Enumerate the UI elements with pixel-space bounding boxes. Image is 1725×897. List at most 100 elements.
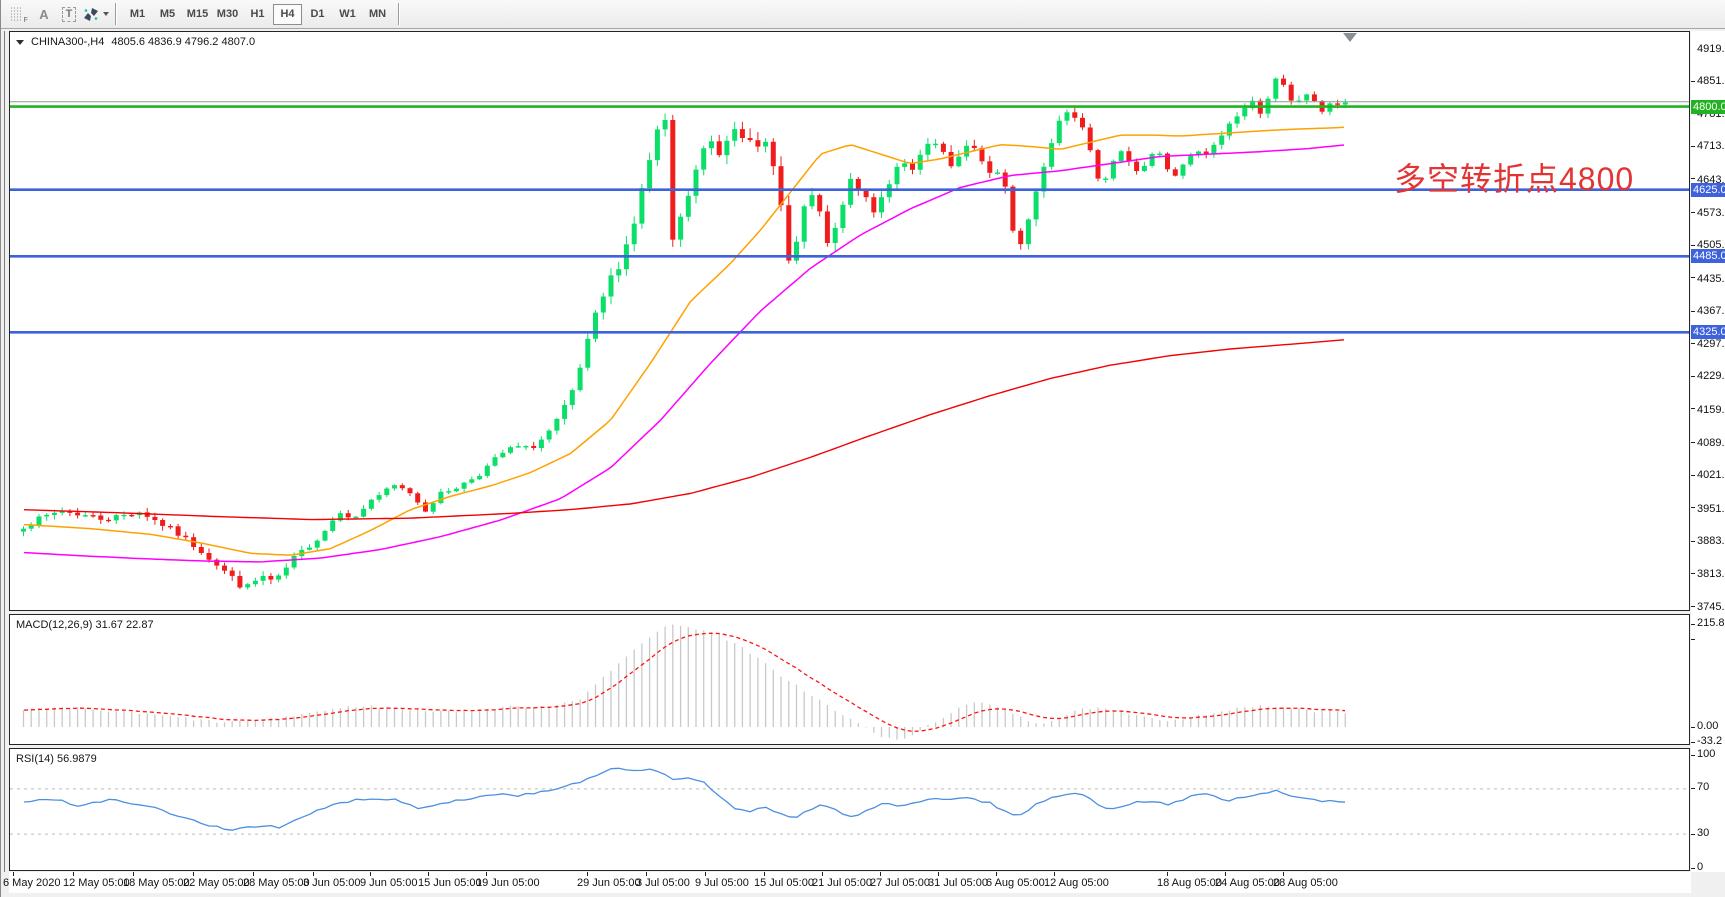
price-level-badge: 4325.0 (1691, 325, 1725, 340)
date-tick-label: 22 May 05:00 (183, 877, 250, 889)
price-axis[interactable]: 4919.04851.04781.04713.04643.04573.04505… (1691, 31, 1725, 873)
price-tick-mark (1691, 211, 1695, 213)
text-label-tool-button[interactable]: A (32, 3, 56, 26)
rsi-axis-label: 70 (1697, 781, 1710, 794)
date-tick-mark (486, 872, 487, 876)
date-tick-label: 6 May 2020 (3, 877, 61, 889)
timeframe-button-h4[interactable]: H4 (273, 3, 302, 25)
date-tick-mark (253, 872, 254, 876)
main-pane-svg (10, 74, 1689, 590)
price-tick-label: 3745.0 (1697, 600, 1725, 613)
price-tick-mark (1691, 244, 1695, 246)
indicator-tick-mark (1691, 833, 1695, 835)
candles-layer (21, 74, 1348, 590)
toolbar-separator (115, 3, 117, 25)
date-tick-label: 21 Jul 05:00 (812, 877, 872, 889)
price-tick-label: 4021.0 (1697, 469, 1725, 482)
price-tick-mark (1691, 342, 1695, 344)
chart-shift-icon[interactable] (1343, 33, 1357, 42)
macd-axis-label: 0.00 (1697, 719, 1719, 732)
timeframe-button-h1[interactable]: H1 (250, 8, 265, 20)
date-tick-mark (1225, 872, 1226, 876)
rsi-pane[interactable]: RSI(14) 56.9879 (9, 748, 1690, 871)
date-tick-label: 3 Jun 05:00 (303, 877, 361, 889)
date-tick-mark (705, 872, 706, 876)
price-tick-label: 4573.0 (1697, 206, 1725, 219)
date-tick-label: 12 Aug 05:00 (1044, 877, 1109, 889)
macd-axis-label: 215.81 (1697, 616, 1725, 629)
indicator-tick-mark (1691, 867, 1695, 869)
date-tick-mark (822, 872, 823, 876)
date-axis[interactable]: 6 May 2020 12 May 05:00 18 May 05:00 22 May… (3, 872, 1691, 893)
date-tick-mark (1054, 872, 1055, 876)
indicator-tick-mark (1691, 742, 1695, 744)
timeframe-button-d1[interactable]: D1 (310, 8, 325, 20)
main-chart-pane[interactable]: CHINA300-,H4 4805.6 4836.9 4796.2 4807.0… (9, 31, 1690, 611)
rsi-axis-label: 30 (1697, 826, 1710, 839)
date-tick-label: 28 Aug 05:00 (1273, 877, 1338, 889)
date-tick-mark (313, 872, 314, 876)
date-tick-mark (996, 872, 997, 876)
rsi-line (23, 767, 1346, 831)
fibo-grid-icon: F (11, 7, 28, 22)
macd-axis-label: -33.2 (1697, 735, 1723, 748)
date-tick-label: 9 Jul 05:00 (695, 877, 749, 889)
arrows-icon (84, 7, 98, 21)
date-tick-label: 28 May 05:00 (243, 877, 310, 889)
date-tick-mark (13, 872, 14, 876)
price-tick-mark (1691, 540, 1695, 542)
macd-pane[interactable]: MACD(12,26,9) 31.67 22.87 (9, 614, 1690, 745)
date-tick-mark (193, 872, 194, 876)
date-tick-mark (73, 872, 74, 876)
price-tick-label: 4713.0 (1697, 140, 1725, 153)
symbol-label: CHINA300-,H4 (31, 36, 105, 48)
ma-mid-line (23, 144, 1345, 563)
date-tick-label: 15 Jun 05:00 (418, 877, 482, 889)
indicator-tick-mark (1691, 623, 1695, 625)
timeframe-button-m15[interactable]: M15 (186, 8, 209, 20)
indicator-tick-mark (1691, 754, 1695, 756)
timeframe-button-w1[interactable]: W1 (339, 8, 356, 20)
price-tick-mark (1691, 310, 1695, 312)
price-tick-mark (1691, 146, 1695, 148)
chart-annotation[interactable]: 多空转折点4800 (1394, 161, 1635, 197)
date-tick-mark (428, 872, 429, 876)
price-level-badge: 4800.0 (1691, 99, 1725, 114)
date-tick-mark (587, 872, 588, 876)
date-tick-label: 31 Jul 05:00 (928, 877, 988, 889)
price-tick-label: 3951.0 (1697, 502, 1725, 515)
text-tool-button[interactable]: T (57, 3, 81, 26)
date-tick-label: 29 Jun 05:00 (577, 877, 641, 889)
price-tick-label: 4435.0 (1697, 272, 1725, 285)
date-tick-label: 18 Aug 05:00 (1157, 877, 1222, 889)
date-tick-mark (764, 872, 765, 876)
date-tick-label: 9 Jun 05:00 (360, 877, 418, 889)
rsi-pane-svg (10, 767, 1689, 835)
arrow-style-tool-button[interactable] (82, 3, 109, 26)
date-tick-mark (133, 872, 134, 876)
price-tick-label: 3883.0 (1697, 534, 1725, 547)
price-tick-mark (1691, 474, 1695, 476)
chevron-down-icon[interactable] (103, 12, 109, 16)
date-tick-label: 18 May 05:00 (123, 877, 190, 889)
date-tick-label: 15 Jul 05:00 (754, 877, 814, 889)
macd-pane-svg (22, 624, 1346, 740)
rsi-axis-label: 100 (1697, 747, 1716, 760)
price-level-badge: 4625.0 (1691, 182, 1725, 197)
timeframe-button-m5[interactable]: M5 (159, 8, 176, 20)
timeframe-button-m1[interactable]: M1 (129, 8, 146, 20)
timeframe-button-mn[interactable]: MN (368, 8, 387, 20)
price-tick-label: 4505.0 (1697, 239, 1725, 252)
price-tick-label: 4089.0 (1697, 436, 1725, 449)
date-tick-label: 12 May 05:00 (63, 877, 130, 889)
toolbar: F A T M1 M5 M15 M30 H1 H4 D1 W1 MN (1, 0, 1725, 29)
symbol-dropdown-icon[interactable] (16, 39, 24, 45)
text-box-icon: T (61, 6, 77, 22)
date-tick-mark (370, 872, 371, 876)
timeframe-button-m30[interactable]: M30 (216, 8, 239, 20)
timeframe-group: M1 M5 M15 M30 H1 H4 D1 W1 MN (123, 3, 392, 25)
fibo-grid-tool-button[interactable]: F (7, 3, 31, 26)
rsi-axis-label: 0 (1697, 860, 1704, 873)
price-tick-label: 4643.0 (1697, 173, 1725, 186)
